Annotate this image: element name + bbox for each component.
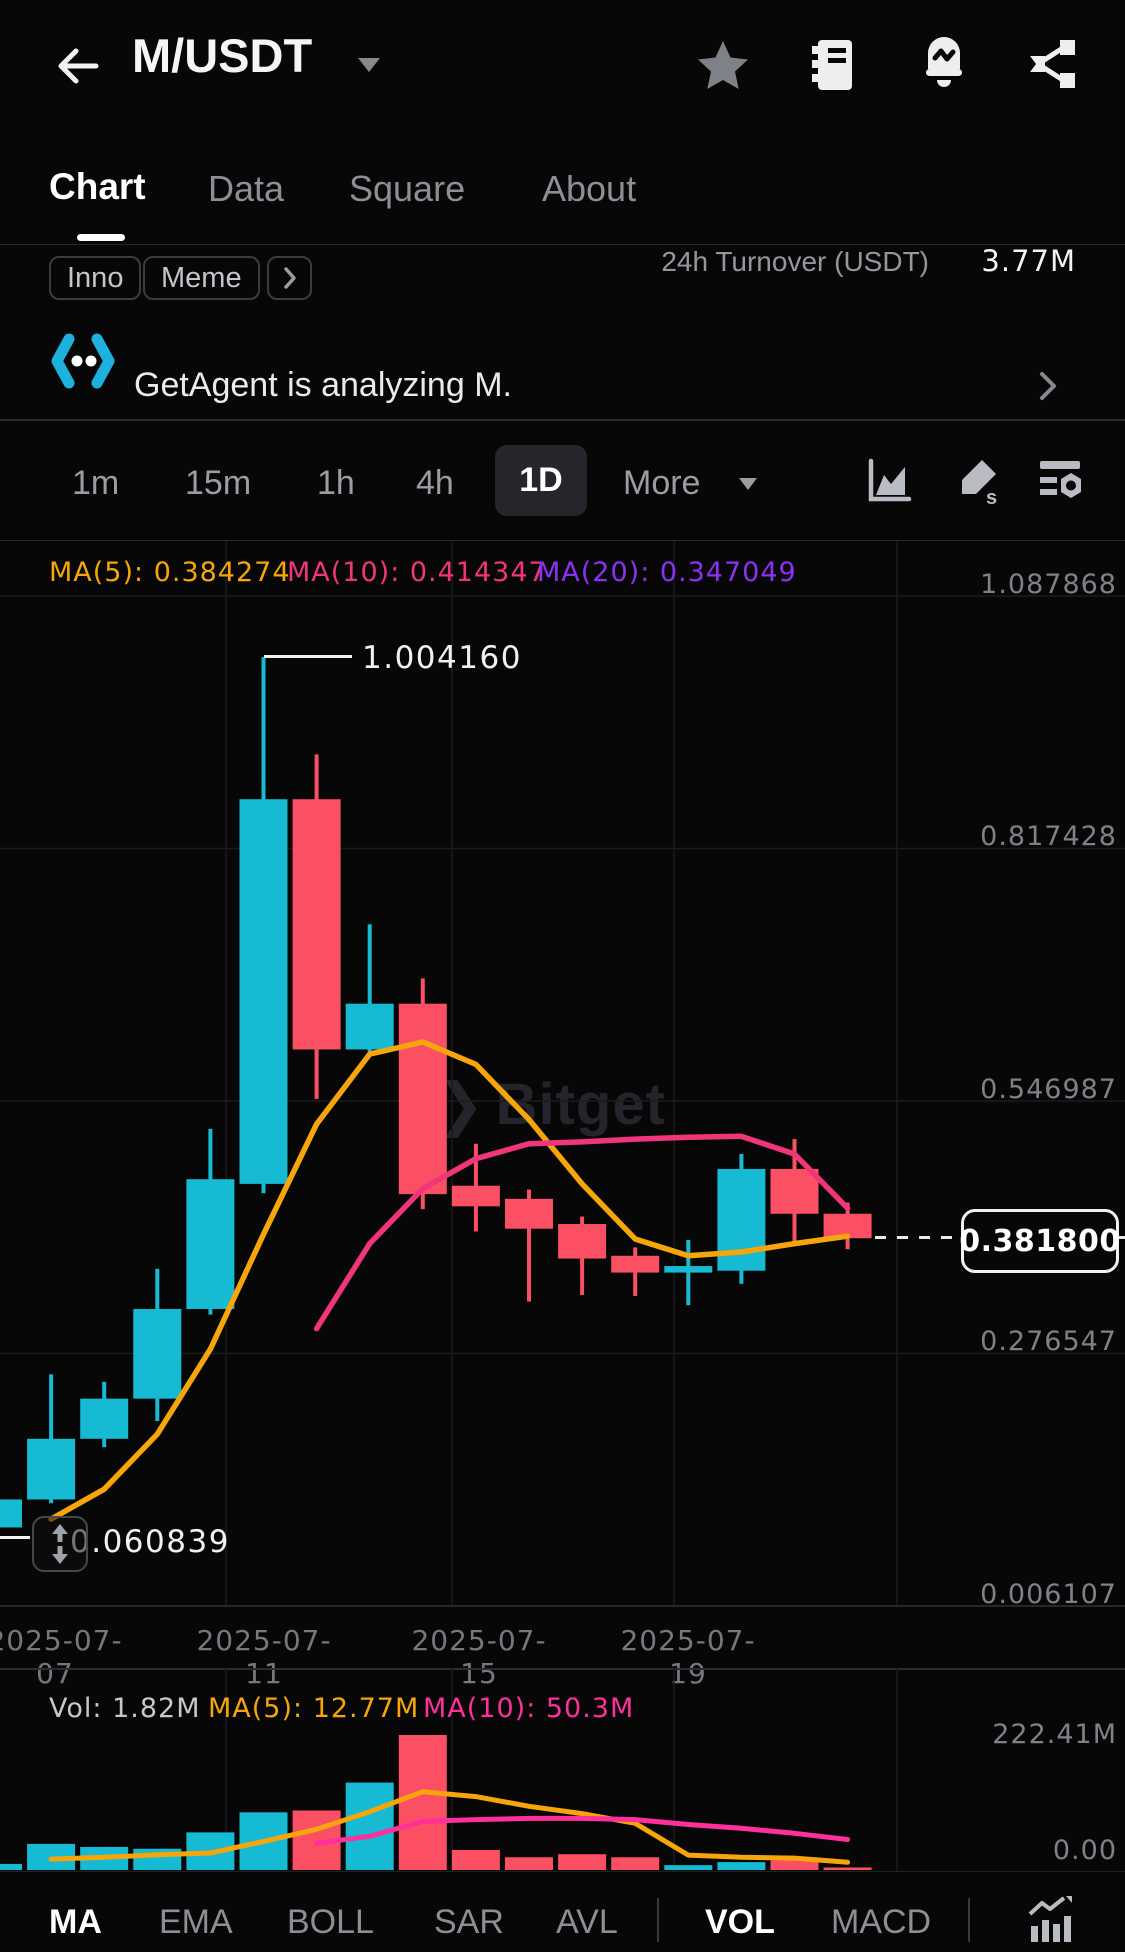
- getagent-icon: [51, 333, 115, 389]
- indicator-tab-macd[interactable]: MACD: [831, 1903, 932, 1941]
- timeframe-1h[interactable]: 1h: [317, 464, 355, 502]
- tab-square[interactable]: Square: [349, 168, 466, 209]
- back-icon[interactable]: [54, 42, 102, 90]
- vol-value-label: Vol: 1.82M: [49, 1693, 201, 1724]
- timeframe-15m[interactable]: 15m: [185, 464, 252, 502]
- chip-inno[interactable]: Inno: [49, 256, 142, 300]
- pair-title[interactable]: M/USDT: [132, 29, 313, 82]
- turnover-value: 3.77M: [981, 244, 1076, 278]
- indicator-tab-sar[interactable]: SAR: [434, 1903, 504, 1941]
- vol-ma10-label: MA(10): 50.3M: [423, 1693, 635, 1724]
- chart-style-icon[interactable]: [864, 456, 914, 506]
- bitget-watermark-text: Bitget: [495, 1071, 666, 1137]
- vol-ma5-label: MA(5): 12.77M: [208, 1693, 420, 1724]
- pair-dropdown-caret-icon[interactable]: [358, 58, 380, 72]
- indicator-settings-icon[interactable]: [1036, 456, 1086, 506]
- last-price-box: 0.381800: [959, 1209, 1120, 1273]
- agent-message: GetAgent is analyzing M.: [134, 366, 512, 404]
- chips-more-button[interactable]: [267, 256, 312, 300]
- low-marker-label: 0.060839: [70, 1524, 230, 1560]
- price-pane-bottom-border: [0, 1605, 1125, 1607]
- volume-max-tick: 222.41M: [992, 1719, 1117, 1750]
- indicator-tab-boll[interactable]: BOLL: [287, 1903, 374, 1941]
- indicator-tab-avl[interactable]: AVL: [556, 1903, 618, 1941]
- tab-about[interactable]: About: [542, 168, 637, 209]
- y-tick-2: 0.817428: [980, 821, 1117, 852]
- svg-text:s: s: [986, 487, 997, 508]
- price-alert-bell-icon[interactable]: [918, 34, 970, 94]
- turnover-label: 24h Turnover (USDT): [661, 246, 929, 277]
- indicator-separator-2: [968, 1898, 970, 1942]
- active-tab-indicator: [77, 234, 125, 241]
- low-marker-line: [0, 1536, 30, 1539]
- indicator-tab-ema[interactable]: EMA: [159, 1903, 233, 1941]
- y-tick-4: 0.276547: [980, 1326, 1117, 1357]
- resize-vertical-icon: [52, 1524, 68, 1564]
- timeframe-4h[interactable]: 4h: [416, 464, 454, 502]
- volume-chart[interactable]: [0, 1668, 1125, 1872]
- indicator-separator-1: [657, 1898, 659, 1942]
- tab-chart[interactable]: Chart: [49, 166, 146, 207]
- timeframe-1m[interactable]: 1m: [72, 464, 120, 502]
- x-tick-3: 2025-07-15: [411, 1624, 547, 1690]
- agent-chevron-right-icon: [1040, 372, 1056, 400]
- ma20-label: MA(20): 0.347049: [537, 557, 797, 588]
- high-marker-line: [264, 655, 352, 658]
- high-marker-label: 1.004160: [362, 640, 522, 676]
- indicator-tab-ma[interactable]: MA: [49, 1903, 102, 1941]
- share-icon[interactable]: [1028, 38, 1080, 90]
- x-axis-bottom-border: [0, 1668, 1125, 1670]
- x-tick-1: 2025-07-07: [0, 1624, 123, 1690]
- x-tick-4: 2025-07-19: [620, 1624, 756, 1690]
- ma5-label: MA(5): 0.384274: [49, 557, 291, 588]
- tabs-divider: [0, 244, 1125, 245]
- indicator-stats-icon[interactable]: [1022, 1896, 1074, 1946]
- y-tick-5: 0.006107: [980, 1579, 1117, 1610]
- volume-min-tick: 0.00: [1052, 1835, 1117, 1866]
- y-tick-3: 0.546987: [980, 1074, 1117, 1105]
- candlestick-chart[interactable]: [0, 541, 1125, 1606]
- x-tick-2: 2025-07-11: [196, 1624, 332, 1690]
- agent-banner[interactable]: GetAgent is analyzing M.: [0, 330, 1125, 420]
- agent-divider: [0, 419, 1125, 421]
- favorite-star-icon[interactable]: [696, 40, 750, 92]
- orderbook-icon[interactable]: [806, 36, 858, 94]
- chip-meme[interactable]: Meme: [143, 256, 260, 300]
- ma10-label: MA(10): 0.414347: [287, 557, 547, 588]
- indicator-tab-vol[interactable]: VOL: [705, 1903, 775, 1941]
- timeframe-more-button[interactable]: More: [623, 464, 701, 502]
- toolbar-divider: [0, 540, 1125, 541]
- draw-tool-icon[interactable]: s: [952, 456, 1004, 508]
- timeframe-1d-active[interactable]: 1D: [495, 445, 587, 516]
- tab-data[interactable]: Data: [208, 168, 285, 209]
- price-scale-drag-handle[interactable]: [32, 1516, 88, 1572]
- more-caret-icon: [739, 478, 757, 490]
- y-tick-1: 1.087868: [980, 569, 1117, 600]
- volume-pane-bottom-border: [0, 1871, 1125, 1872]
- chevron-right-icon: [283, 267, 296, 289]
